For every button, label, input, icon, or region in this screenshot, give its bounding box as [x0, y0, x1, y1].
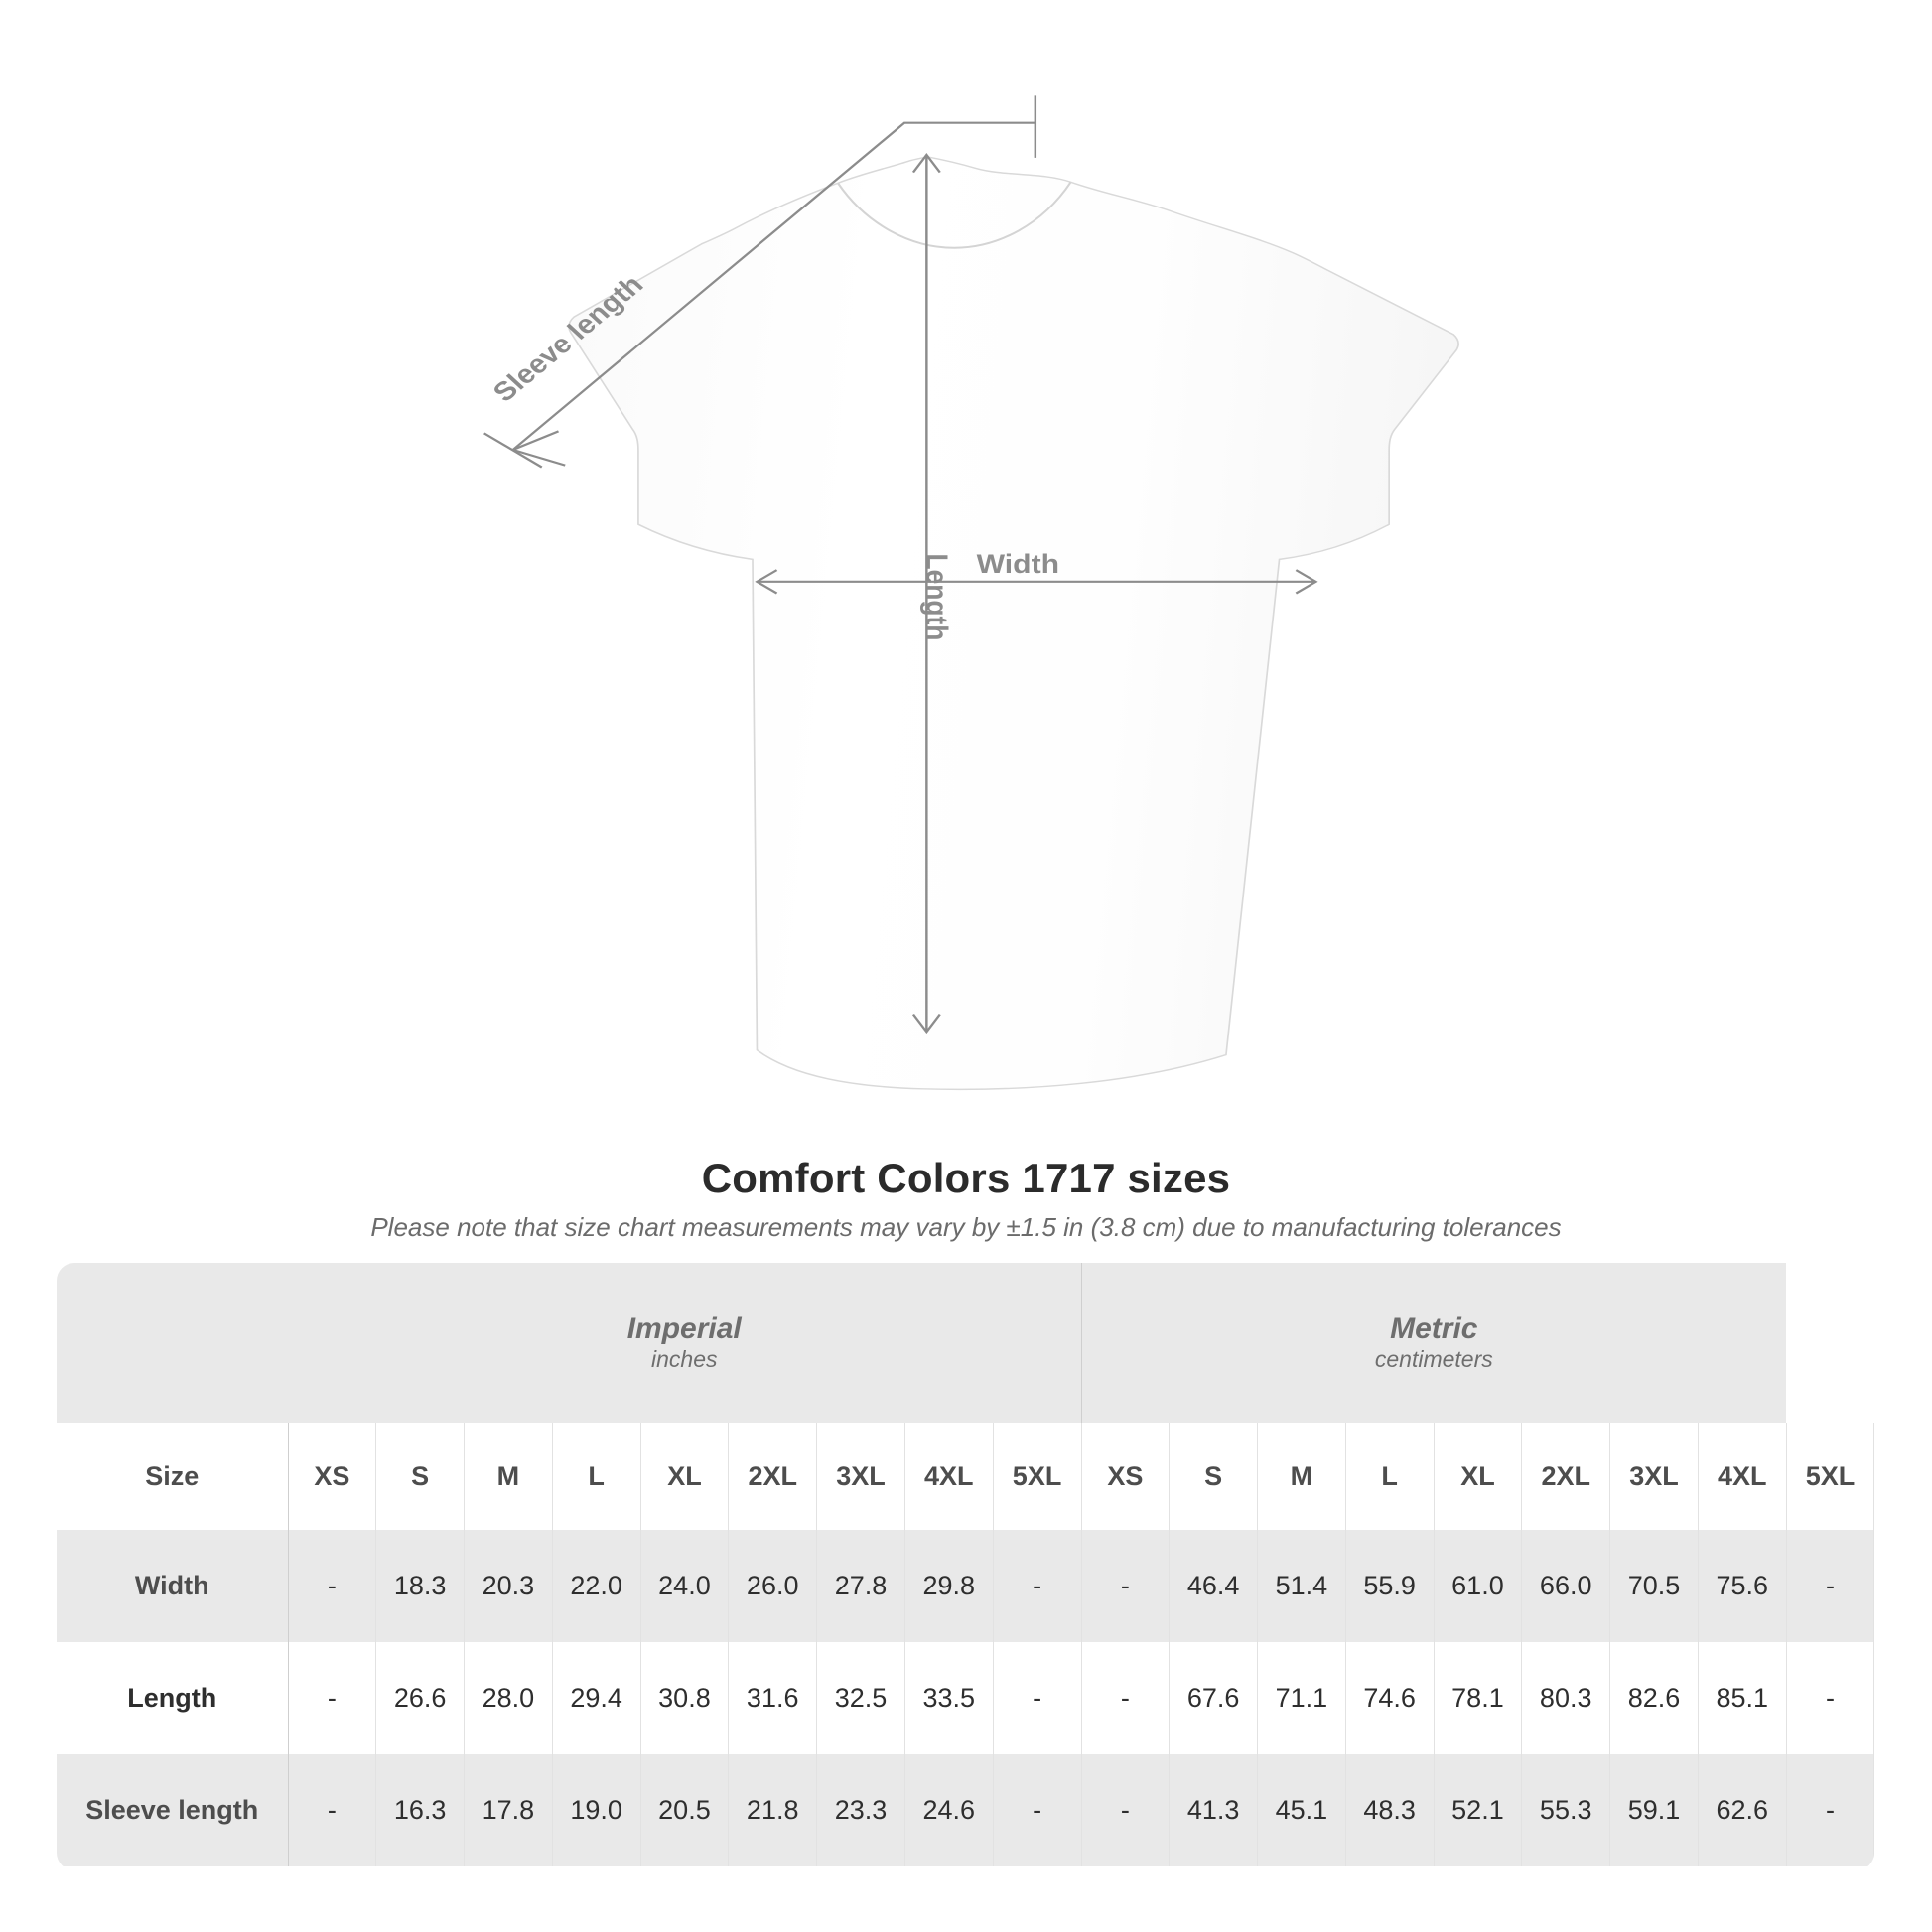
svg-text:Width: Width	[977, 550, 1059, 580]
svg-text:Length: Length	[919, 554, 953, 641]
